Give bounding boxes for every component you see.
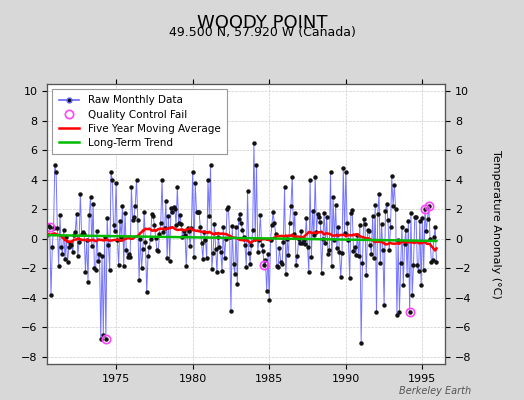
Legend: Raw Monthly Data, Quality Control Fail, Five Year Moving Average, Long-Term Tren: Raw Monthly Data, Quality Control Fail, … <box>52 89 227 154</box>
Y-axis label: Temperature Anomaly (°C): Temperature Anomaly (°C) <box>491 150 501 298</box>
Text: Berkeley Earth: Berkeley Earth <box>399 386 472 396</box>
Text: 49.500 N, 57.920 W (Canada): 49.500 N, 57.920 W (Canada) <box>169 26 355 39</box>
Text: WOODY POINT: WOODY POINT <box>196 14 328 32</box>
